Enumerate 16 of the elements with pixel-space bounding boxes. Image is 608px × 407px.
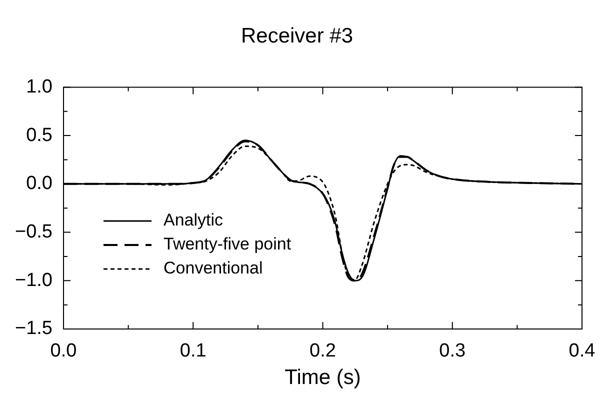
x-tick-label: 0.1: [180, 340, 206, 362]
x-tick-label: 0.2: [310, 340, 336, 362]
chart-title: Receiver #3: [240, 24, 354, 48]
legend-label: Conventional: [164, 258, 263, 278]
x-tick-label: 0.4: [568, 340, 596, 362]
x-tick-label: 0.0: [50, 340, 77, 362]
y-tick-label: −0.5: [14, 222, 53, 243]
x-tick-label: 0.3: [439, 340, 466, 362]
legend-label: Twenty-five point: [164, 234, 292, 254]
y-tick-label: −1.5: [14, 318, 53, 340]
y-tick-label: 0.0: [26, 173, 53, 194]
x-axis-title: Time (s): [284, 366, 361, 390]
y-tick-label: −1.0: [14, 270, 53, 291]
y-tick-label: 1.0: [26, 76, 53, 98]
y-tick-label: 0.5: [26, 124, 53, 146]
legend-label: Analytic: [164, 210, 224, 230]
